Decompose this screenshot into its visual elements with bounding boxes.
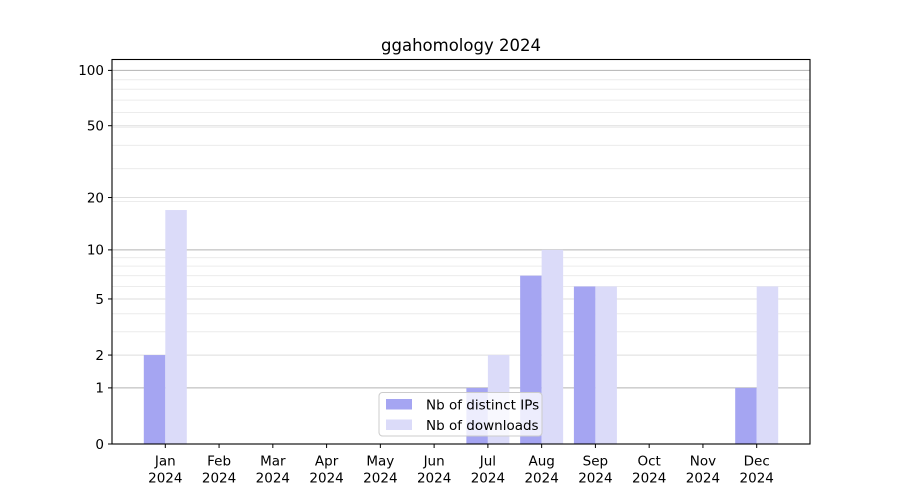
chart-title: ggahomology 2024: [381, 36, 541, 55]
major-gridlines: [112, 69, 810, 389]
plot-border: [111, 58, 811, 445]
x-tick-label-month: Apr: [315, 454, 339, 470]
minor-gridlines: [112, 79, 810, 356]
x-tick-label-year: 2024: [148, 471, 182, 487]
x-tick-label-year: 2024: [740, 471, 774, 487]
x-tick-label-month: May: [366, 454, 394, 470]
y-tick-label: 2: [95, 348, 104, 364]
x-tick-label-year: 2024: [632, 471, 666, 487]
y-tick-label: 100: [78, 63, 104, 79]
x-tick-label-month: Oct: [638, 454, 661, 470]
bar-downloads-jan: [165, 210, 187, 444]
bar-downloads-aug: [541, 249, 564, 444]
x-tick-label-month: Jan: [154, 454, 176, 470]
x-tick-label-year: 2024: [202, 471, 236, 487]
x-tick-label-month: Mar: [260, 454, 286, 470]
x-tick-label-year: 2024: [363, 471, 397, 487]
bar-downloads-dec: [756, 286, 779, 444]
x-tick-label-year: 2024: [578, 471, 612, 487]
x-tick-label-year: 2024: [471, 471, 505, 487]
bar-distinct-ips-sep: [573, 286, 596, 444]
y-tick-label: 5: [95, 292, 104, 308]
axis-tick-marks: [108, 69, 758, 448]
x-tick-label-year: 2024: [524, 471, 558, 487]
x-tick-label-month: Feb: [207, 454, 231, 470]
bar-distinct-ips-jan: [143, 355, 166, 444]
x-axis-labels: Jan2024Feb2024Mar2024Apr2024May2024Jun20…: [148, 454, 774, 487]
legend-label-distinct-ips: Nb of distinct IPs: [426, 398, 539, 414]
x-tick-label-month: Sep: [583, 454, 608, 470]
x-tick-label-month: Nov: [690, 454, 716, 470]
y-tick-label: 10: [87, 243, 104, 259]
legend-box: [378, 392, 543, 437]
y-tick-label: 1: [95, 381, 104, 397]
y-tick-label: 20: [87, 190, 104, 206]
x-tick-label-year: 2024: [686, 471, 720, 487]
x-tick-label-month: Aug: [528, 454, 554, 470]
bar-downloads-sep: [595, 286, 617, 444]
x-tick-label-month: Jul: [479, 454, 496, 470]
legend: Nb of distinct IPs Nb of downloads: [378, 392, 543, 437]
x-tick-label-year: 2024: [256, 471, 290, 487]
x-tick-label-month: Dec: [744, 454, 770, 470]
x-tick-label-year: 2024: [309, 471, 343, 487]
y-tick-label: 0: [95, 437, 104, 453]
bar-distinct-ips-dec: [735, 387, 757, 444]
legend-swatch-downloads: [386, 419, 412, 430]
y-axis-labels: 0 1 2 5 10 20 50 100: [78, 63, 104, 453]
y-tick-label: 50: [87, 119, 104, 135]
legend-label-downloads: Nb of downloads: [426, 418, 539, 434]
x-tick-label-year: 2024: [417, 471, 451, 487]
legend-swatch-distinct-ips: [386, 399, 412, 410]
x-tick-label-month: Jun: [423, 454, 445, 470]
